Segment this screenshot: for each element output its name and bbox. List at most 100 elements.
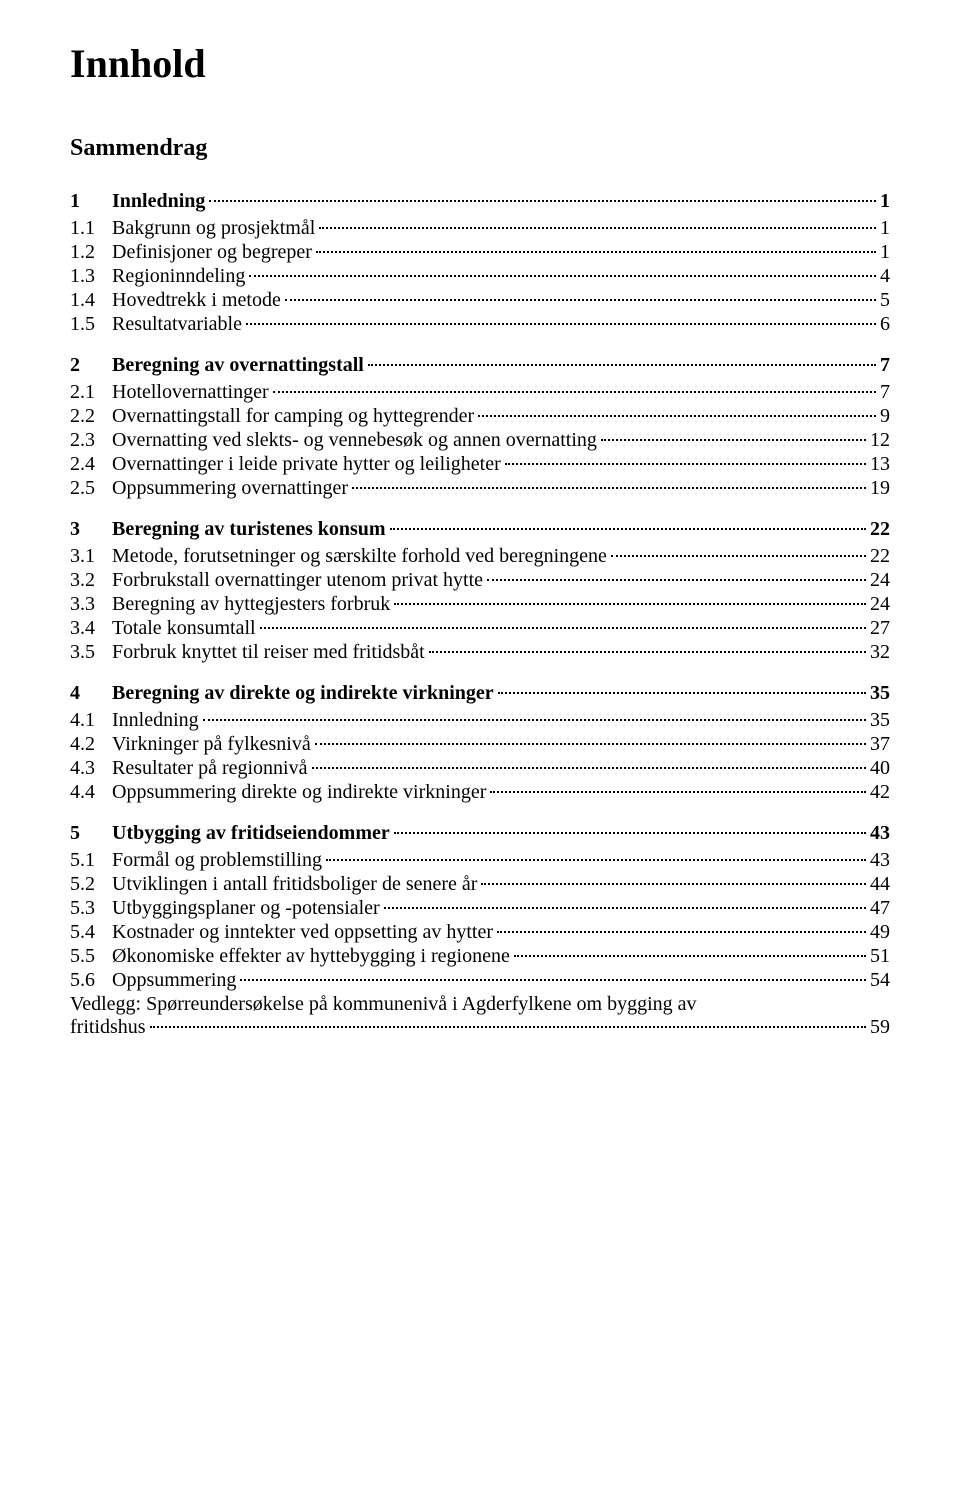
section-label: Innledning xyxy=(112,190,205,213)
leader-dots xyxy=(273,390,876,393)
entry-page-number: 49 xyxy=(870,921,890,944)
entry-page-number: 1 xyxy=(880,217,890,240)
entry-label: Resultater på regionnivå xyxy=(112,757,308,780)
entry-page-number: 24 xyxy=(870,593,890,616)
leader-dots xyxy=(481,882,866,885)
leader-dots xyxy=(498,691,866,694)
entry-label: Innledning xyxy=(112,709,199,732)
entry-number: 4.3 xyxy=(70,757,112,780)
appendix-page-number: 59 xyxy=(870,1016,890,1039)
leader-dots xyxy=(240,978,866,981)
toc-entry: 4.1 Innledning 35 xyxy=(70,709,890,732)
entry-page-number: 47 xyxy=(870,897,890,920)
entry-number: 3.4 xyxy=(70,617,112,640)
entry-number: 5.3 xyxy=(70,897,112,920)
toc-entry: 4.3 Resultater på regionnivå 40 xyxy=(70,757,890,780)
appendix-line2: fritidshus 59 xyxy=(70,1016,890,1039)
section-number: 5 xyxy=(70,822,112,845)
section-number: 1 xyxy=(70,190,112,213)
entry-number: 1.4 xyxy=(70,289,112,312)
toc-entry: 1.4 Hovedtrekk i metode 5 xyxy=(70,289,890,312)
leader-dots xyxy=(326,858,866,861)
entry-page-number: 7 xyxy=(880,381,890,404)
leader-dots xyxy=(319,226,876,229)
entry-number: 3.5 xyxy=(70,641,112,664)
entry-label: Hovedtrekk i metode xyxy=(112,289,281,312)
section-page-number: 1 xyxy=(880,190,890,213)
toc-entry: 1.5 Resultatvariable 6 xyxy=(70,313,890,336)
section-page-number: 43 xyxy=(870,822,890,845)
entry-page-number: 1 xyxy=(880,241,890,264)
entry-page-number: 44 xyxy=(870,873,890,896)
toc-section-head: 3 Beregning av turistenes konsum 22 xyxy=(70,518,890,541)
entry-number: 1.1 xyxy=(70,217,112,240)
section-page-number: 7 xyxy=(880,354,890,377)
entry-number: 5.4 xyxy=(70,921,112,944)
leader-dots xyxy=(390,527,866,530)
entry-page-number: 43 xyxy=(870,849,890,872)
leader-dots xyxy=(429,650,866,653)
entry-label: Definisjoner og begreper xyxy=(112,241,312,264)
page: Innhold Sammendrag 1 Innledning 1 1.1 Ba… xyxy=(0,0,960,1498)
entry-page-number: 54 xyxy=(870,969,890,992)
leader-dots xyxy=(497,930,866,933)
entry-number: 2.2 xyxy=(70,405,112,428)
entry-label: Utviklingen i antall fritidsboliger de s… xyxy=(112,873,477,896)
toc-entry: 2.4 Overnattinger i leide private hytter… xyxy=(70,453,890,476)
entry-label: Oppsummering xyxy=(112,969,236,992)
leader-dots xyxy=(368,363,876,366)
toc-entry: 1.3 Regioninndeling 4 xyxy=(70,265,890,288)
leader-dots xyxy=(150,1025,866,1028)
entry-page-number: 40 xyxy=(870,757,890,780)
entry-number: 4.2 xyxy=(70,733,112,756)
entry-page-number: 22 xyxy=(870,545,890,568)
toc-section-head: 4 Beregning av direkte og indirekte virk… xyxy=(70,682,890,705)
leader-dots xyxy=(203,718,866,721)
entry-page-number: 13 xyxy=(870,453,890,476)
entry-number: 2.1 xyxy=(70,381,112,404)
toc-entry: 3.1 Metode, forutsetninger og særskilte … xyxy=(70,545,890,568)
toc-entry: 5.2 Utviklingen i antall fritidsboliger … xyxy=(70,873,890,896)
entry-page-number: 37 xyxy=(870,733,890,756)
entry-page-number: 42 xyxy=(870,781,890,804)
toc-section-head: 1 Innledning 1 xyxy=(70,190,890,213)
entry-page-number: 12 xyxy=(870,429,890,452)
entry-number: 1.3 xyxy=(70,265,112,288)
toc-entry: 2.1 Hotellovernattinger 7 xyxy=(70,381,890,404)
leader-dots xyxy=(394,602,866,605)
entry-label: Forbruk knyttet til reiser med fritidsbå… xyxy=(112,641,425,664)
entry-label: Utbyggingsplaner og -potensialer xyxy=(112,897,380,920)
leader-dots xyxy=(394,831,866,834)
entry-label: Virkninger på fylkesnivå xyxy=(112,733,311,756)
entry-number: 1.2 xyxy=(70,241,112,264)
entry-label: Oppsummering overnattinger xyxy=(112,477,348,500)
entry-number: 3.2 xyxy=(70,569,112,592)
toc-entry: 5.1 Formål og problemstilling 43 xyxy=(70,849,890,872)
toc-entry: 4.2 Virkninger på fylkesnivå 37 xyxy=(70,733,890,756)
leader-dots xyxy=(260,626,866,629)
leader-dots xyxy=(352,486,866,489)
entry-page-number: 5 xyxy=(880,289,890,312)
entry-label: Regioninndeling xyxy=(112,265,245,288)
entry-number: 5.2 xyxy=(70,873,112,896)
entry-number: 5.1 xyxy=(70,849,112,872)
toc-entry: 1.1 Bakgrunn og prosjektmål 1 xyxy=(70,217,890,240)
entry-label: Hotellovernattinger xyxy=(112,381,269,404)
subtitle: Sammendrag xyxy=(70,135,890,162)
leader-dots xyxy=(249,274,876,277)
entry-number: 5.6 xyxy=(70,969,112,992)
toc-entry: 4.4 Oppsummering direkte og indirekte vi… xyxy=(70,781,890,804)
toc-entry: 3.5 Forbruk knyttet til reiser med friti… xyxy=(70,641,890,664)
entry-number: 1.5 xyxy=(70,313,112,336)
entry-page-number: 27 xyxy=(870,617,890,640)
toc-entry: 3.3 Beregning av hyttegjesters forbruk 2… xyxy=(70,593,890,616)
entry-number: 2.5 xyxy=(70,477,112,500)
leader-dots xyxy=(285,298,876,301)
entry-page-number: 32 xyxy=(870,641,890,664)
page-title: Innhold xyxy=(70,40,890,87)
entry-number: 3.1 xyxy=(70,545,112,568)
entry-label: Forbrukstall overnattinger utenom privat… xyxy=(112,569,483,592)
section-label: Utbygging av fritidseiendommer xyxy=(112,822,390,845)
section-number: 4 xyxy=(70,682,112,705)
toc-entry: 5.6 Oppsummering 54 xyxy=(70,969,890,992)
